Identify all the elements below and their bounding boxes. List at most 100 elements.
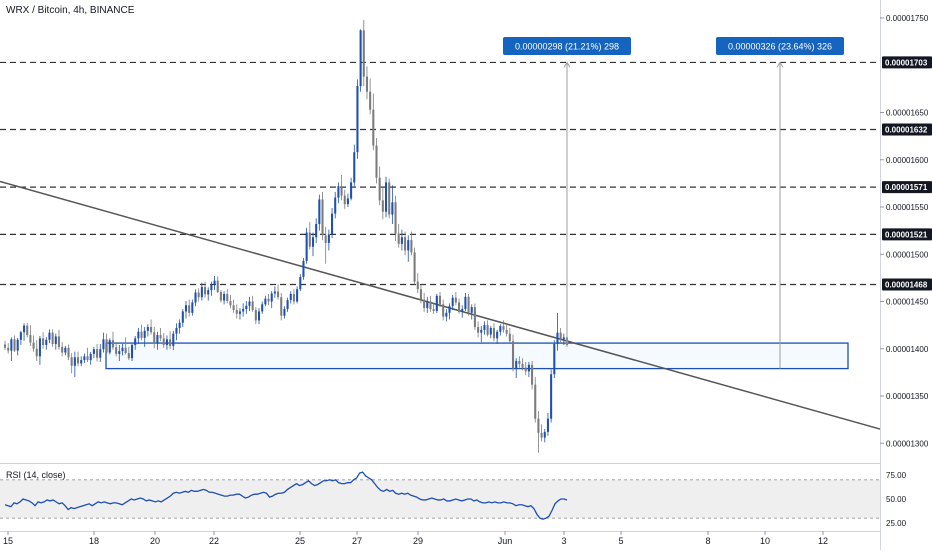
- candle-body: [413, 252, 416, 282]
- candle-body: [353, 152, 356, 183]
- price-tick-label: 0.00001500: [886, 250, 929, 259]
- candle-body: [184, 305, 188, 312]
- candle-body: [423, 299, 426, 309]
- candle-body: [362, 30, 365, 77]
- candle-body: [175, 327, 178, 334]
- rsi-line: [4, 471, 568, 520]
- candle-body: [359, 30, 362, 87]
- candle-body: [105, 339, 108, 353]
- candle-body: [121, 347, 124, 352]
- candle-body: [200, 286, 203, 298]
- candle-body: [124, 347, 127, 354]
- candle-body: [429, 301, 432, 310]
- level-price-tag: [882, 123, 932, 136]
- candle-body: [292, 293, 295, 302]
- candle-body: [499, 326, 502, 332]
- level-price-tag-label: 0.00001632: [885, 126, 928, 135]
- candle-body: [299, 276, 302, 290]
- candle-body: [388, 182, 391, 215]
- candle-body: [454, 297, 457, 303]
- candle-body: [238, 311, 241, 314]
- candle-body: [248, 301, 251, 306]
- candle-body: [38, 338, 41, 357]
- candle-body: [61, 346, 64, 353]
- candle-body: [384, 182, 388, 212]
- candle-body: [130, 344, 134, 359]
- candle-body: [207, 290, 210, 295]
- candle-body: [162, 338, 165, 345]
- candle-body: [153, 332, 156, 344]
- candle-body: [483, 325, 486, 330]
- candle-body: [365, 76, 368, 92]
- candle-body: [86, 356, 89, 361]
- candle-body: [346, 198, 349, 205]
- price-tick-label: 0.00001450: [886, 298, 929, 307]
- candle-body: [45, 339, 48, 345]
- time-tick-label: 5: [618, 536, 623, 546]
- rsi-tick-label: 50.00: [886, 495, 907, 504]
- candle-body: [267, 298, 270, 302]
- candle-body: [372, 109, 375, 146]
- time-tick-label: 29: [413, 536, 423, 546]
- candle-body: [343, 195, 346, 205]
- candle-body: [204, 286, 207, 295]
- candle-body: [57, 336, 61, 347]
- candle-body: [223, 293, 226, 301]
- candle-body: [432, 309, 435, 311]
- level-price-tag: [882, 278, 932, 291]
- candle-body: [308, 232, 311, 247]
- candle-body: [73, 357, 76, 366]
- candle-body: [64, 347, 67, 353]
- candle-body: [165, 339, 168, 345]
- rsi-pane: [0, 471, 880, 520]
- candle-body: [115, 347, 118, 354]
- candle-body: [210, 284, 213, 291]
- candle-body: [505, 329, 508, 334]
- candle-body: [242, 309, 245, 312]
- time-tick-label: 18: [89, 536, 99, 546]
- candle-body: [51, 332, 54, 345]
- candle-body: [381, 200, 384, 212]
- candle-body: [229, 301, 232, 306]
- candle-body: [562, 337, 565, 340]
- candle-body: [518, 361, 521, 364]
- candle-body: [127, 353, 130, 359]
- candle-body: [150, 327, 153, 333]
- price-tick-label: 0.00001550: [886, 203, 929, 212]
- candle-body: [378, 177, 381, 201]
- candle-body: [286, 300, 289, 310]
- price-tick-label: 0.00001300: [886, 439, 929, 448]
- candle-body: [324, 235, 327, 243]
- candle-body: [397, 233, 400, 244]
- candle-body: [108, 340, 111, 353]
- candle-body: [486, 325, 489, 335]
- candle-body: [496, 331, 499, 339]
- candle-body: [10, 339, 13, 351]
- candle-body: [219, 292, 222, 301]
- candle-body: [146, 327, 149, 331]
- candle-body: [527, 364, 530, 372]
- measure-label-box: [503, 37, 631, 55]
- candle-body: [111, 340, 114, 348]
- level-price-tag: [882, 228, 932, 241]
- candle-body: [143, 330, 146, 338]
- candle-body: [426, 301, 429, 309]
- candle-body: [394, 202, 397, 234]
- price-tick-label: 0.00001400: [886, 345, 929, 354]
- time-tick-label: Jun: [498, 536, 513, 546]
- candle-body: [315, 224, 318, 238]
- level-price-tag-label: 0.00001571: [885, 183, 928, 192]
- candle-body: [29, 335, 32, 343]
- candle-body: [524, 367, 527, 372]
- candle-body: [289, 293, 292, 301]
- candle-body: [445, 312, 448, 317]
- price-tick-label: 0.00001650: [886, 109, 929, 118]
- candle-body: [305, 232, 308, 261]
- candle-body: [502, 326, 505, 330]
- candle-body: [534, 384, 537, 419]
- candle-body: [369, 91, 372, 110]
- level-price-tag: [882, 181, 932, 194]
- candle-body: [194, 292, 197, 303]
- candle-body: [492, 327, 496, 339]
